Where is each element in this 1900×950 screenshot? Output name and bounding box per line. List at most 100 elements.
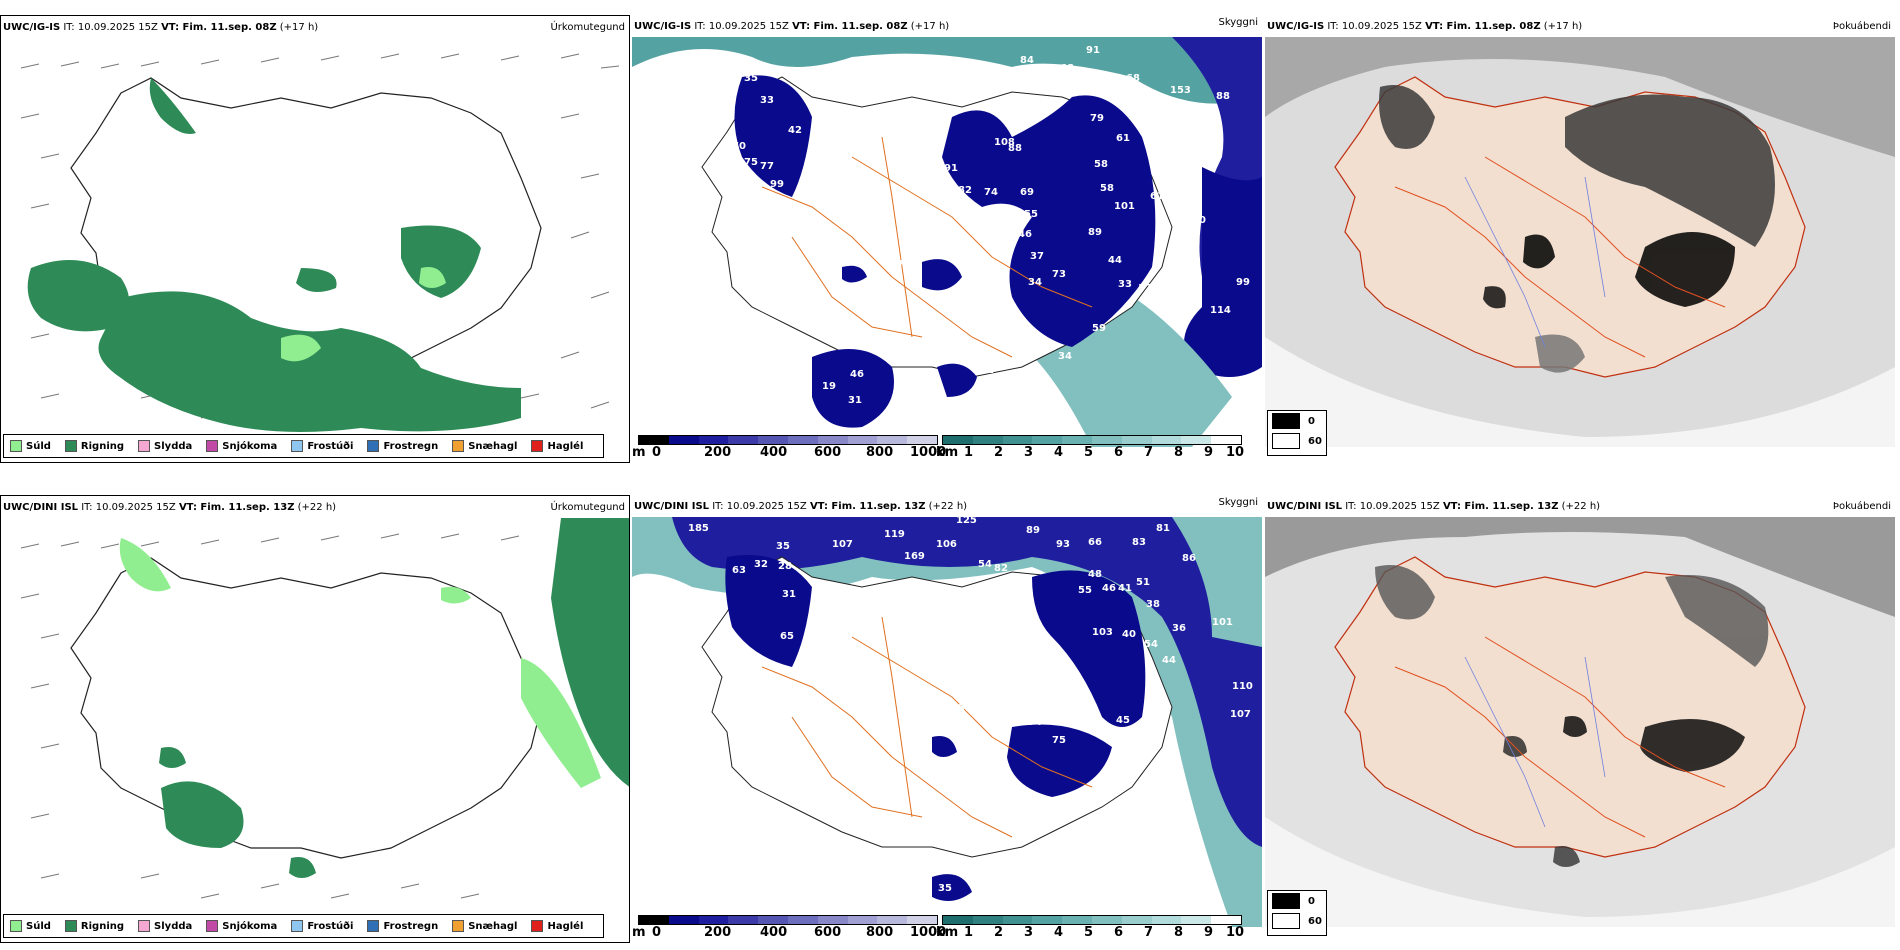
rivers xyxy=(1464,656,1606,828)
svg-text:114: 114 xyxy=(1210,305,1231,316)
svg-text:69: 69 xyxy=(1020,187,1034,198)
svg-text:16: 16 xyxy=(1042,679,1056,690)
visibility-strip xyxy=(942,435,1242,445)
precip-legend: Súld Rigning Slydda Snjókoma Frostúði Fr… xyxy=(3,434,605,458)
svg-text:125: 125 xyxy=(956,517,977,526)
svg-text:32: 32 xyxy=(754,559,768,570)
svg-text:56: 56 xyxy=(1088,723,1102,734)
panel-name: Þokuábendi xyxy=(1832,501,1891,512)
svg-text:55: 55 xyxy=(1078,585,1092,596)
svg-text:66: 66 xyxy=(1088,537,1102,548)
cloud-base-labels: m 0 200 400 600 800 1000 xyxy=(632,925,947,940)
svg-text:84: 84 xyxy=(1020,55,1034,66)
fog-key: 0 60 xyxy=(1267,890,1327,936)
legend-item: Snæhagl xyxy=(452,440,517,452)
svg-text:65: 65 xyxy=(780,631,794,642)
fog-panel-top: UWC/IG-IS IT: 10.09.2025 15Z VT: Fim. 11… xyxy=(1265,15,1895,463)
cloud-map: 185 35 107 119 106 169 89 93 66 83 81 86… xyxy=(632,517,1262,927)
legend-item: Súld xyxy=(10,440,51,452)
svg-text:74: 74 xyxy=(1028,717,1042,728)
svg-text:57: 57 xyxy=(838,137,852,148)
svg-text:81: 81 xyxy=(1156,523,1170,534)
svg-text:54: 54 xyxy=(1144,639,1158,650)
svg-text:119: 119 xyxy=(884,529,905,540)
svg-text:108: 108 xyxy=(994,137,1015,148)
panel-name: Skyggni xyxy=(1218,497,1258,508)
precip-legend: Súld Rigning Slydda Snjókoma Frostúði Fr… xyxy=(3,914,605,938)
visibility-colorbar: km 1 2 3 4 5 6 7 8 9 10 xyxy=(936,915,1245,940)
legend-item: Snæhagl xyxy=(452,920,517,932)
svg-text:35: 35 xyxy=(776,541,790,552)
svg-text:38: 38 xyxy=(1146,599,1160,610)
fog-map xyxy=(1265,37,1895,447)
svg-text:81: 81 xyxy=(954,201,968,212)
svg-text:19: 19 xyxy=(822,381,836,392)
legend-item: Haglél xyxy=(531,920,583,932)
fog-key-row: 60 xyxy=(1268,911,1326,931)
svg-text:28: 28 xyxy=(778,561,792,572)
precip-panel-bottom: UWC/DINI ISL IT: 10.09.2025 15Z VT: Fim.… xyxy=(0,495,630,943)
svg-text:54: 54 xyxy=(978,559,992,570)
cloud-base-colorbar: m 0 200 400 600 800 1000 xyxy=(632,435,947,460)
panel-name: Úrkomutegund xyxy=(550,502,625,513)
svg-text:185: 185 xyxy=(688,523,709,534)
visibility-labels: km 1 2 3 4 5 6 7 8 9 10 xyxy=(936,925,1245,940)
legend-item: Frostúði xyxy=(291,920,353,932)
legend-item: Snjókoma xyxy=(206,920,277,932)
svg-text:110: 110 xyxy=(1232,681,1253,692)
svg-text:37: 37 xyxy=(890,259,904,270)
svg-text:31: 31 xyxy=(848,395,862,406)
drizzle-areas xyxy=(281,267,446,362)
rain-areas xyxy=(27,78,521,432)
svg-text:107: 107 xyxy=(1230,709,1251,720)
road-network xyxy=(761,136,1093,358)
svg-text:74: 74 xyxy=(984,187,998,198)
svg-text:101: 101 xyxy=(1114,201,1135,212)
svg-text:48: 48 xyxy=(1088,569,1102,580)
svg-text:36: 36 xyxy=(1172,623,1186,634)
svg-text:73: 73 xyxy=(1052,269,1066,280)
legend-item: Frostúði xyxy=(291,440,353,452)
legend-item: Slydda xyxy=(138,920,192,932)
legend-item: Haglél xyxy=(531,440,583,452)
fog-areas xyxy=(1375,565,1769,867)
svg-text:63: 63 xyxy=(732,565,746,576)
svg-text:99: 99 xyxy=(770,179,784,190)
svg-text:46: 46 xyxy=(850,369,864,380)
cloud-base-labels: m 0 200 400 600 800 1000 xyxy=(632,445,947,460)
visibility-strip xyxy=(942,915,1242,925)
fog-road-network xyxy=(1394,636,1726,838)
legend-item: Frostregn xyxy=(367,920,438,932)
panel-name: Skyggni xyxy=(1218,17,1258,28)
cloud-base-colorbar: m 0 200 400 600 800 1000 xyxy=(632,915,947,940)
svg-text:39: 39 xyxy=(994,277,1008,288)
svg-text:103: 103 xyxy=(1092,627,1113,638)
rivers xyxy=(1464,176,1606,348)
svg-text:79: 79 xyxy=(1090,113,1104,124)
svg-text:59: 59 xyxy=(1092,323,1106,334)
svg-text:88: 88 xyxy=(1008,143,1022,154)
svg-text:70: 70 xyxy=(732,141,746,152)
svg-text:75: 75 xyxy=(1052,735,1066,746)
svg-text:45: 45 xyxy=(1116,715,1130,726)
precip-map xyxy=(20,53,620,432)
svg-text:51: 51 xyxy=(1136,577,1150,588)
svg-text:46: 46 xyxy=(1018,229,1032,240)
svg-text:99: 99 xyxy=(1236,277,1250,288)
svg-text:44: 44 xyxy=(1162,655,1176,666)
legend-item: Slydda xyxy=(138,440,192,452)
visibility-labels: km 1 2 3 4 5 6 7 8 9 10 xyxy=(936,445,1245,460)
svg-text:31: 31 xyxy=(782,589,796,600)
svg-text:86: 86 xyxy=(1182,553,1196,564)
svg-text:58: 58 xyxy=(1100,183,1114,194)
svg-text:46: 46 xyxy=(1102,583,1116,594)
panel-name: Þokuábendi xyxy=(1832,21,1891,32)
svg-text:83: 83 xyxy=(1132,537,1146,548)
svg-text:74: 74 xyxy=(846,253,860,264)
cloud-map: 35 33 42 70 75 77 99 57 74 37 91 82 81 8… xyxy=(632,37,1262,447)
svg-text:84: 84 xyxy=(1088,69,1102,80)
svg-text:55: 55 xyxy=(1024,209,1038,220)
cloud-panel-top: UWC/IG-IS IT: 10.09.2025 15Z VT: Fim. 11… xyxy=(632,15,1262,463)
svg-text:37: 37 xyxy=(1138,283,1152,294)
road-network xyxy=(761,616,1093,838)
